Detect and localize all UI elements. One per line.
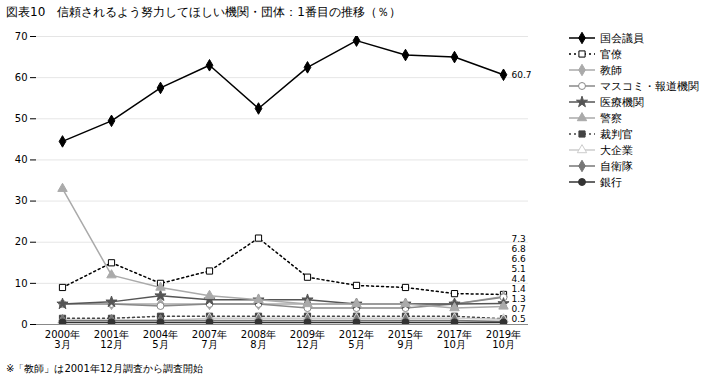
svg-text:2007年7月: 2007年7月 bbox=[192, 329, 227, 350]
html-text:マスコミ・報道機関: マスコミ・報道機関 bbox=[600, 79, 699, 93]
svg-text:50: 50 bbox=[15, 113, 28, 124]
html-text:裁判官: 裁判官 bbox=[600, 127, 633, 141]
svg-text:2000年3月: 2000年3月 bbox=[45, 329, 80, 350]
svg-text:20: 20 bbox=[15, 236, 28, 247]
html-text:※「教師」は2001年12月調査から調査開始: ※「教師」は2001年12月調査から調査開始 bbox=[6, 363, 203, 374]
html-text:銀行: 銀行 bbox=[600, 175, 622, 189]
svg-text:10: 10 bbox=[15, 278, 28, 289]
svg-text:2004年5月: 2004年5月 bbox=[143, 329, 178, 350]
svg-text:2008年8月: 2008年8月 bbox=[241, 329, 276, 350]
svg-text:6.8: 6.8 bbox=[512, 244, 527, 254]
svg-text:2012年5月: 2012年5月 bbox=[339, 329, 374, 350]
svg-text:5.1: 5.1 bbox=[512, 264, 526, 274]
html-text:教師: 教師 bbox=[600, 63, 622, 77]
svg-text:6.6: 6.6 bbox=[512, 254, 527, 264]
svg-text:1.4: 1.4 bbox=[512, 284, 527, 294]
svg-text:1.3: 1.3 bbox=[512, 294, 526, 304]
svg-text:7.3: 7.3 bbox=[512, 234, 526, 244]
html-text:医療機関: 医療機関 bbox=[600, 95, 644, 109]
svg-text:2009年12月: 2009年12月 bbox=[290, 329, 325, 350]
html-text:大企業: 大企業 bbox=[600, 143, 633, 157]
svg-text:60: 60 bbox=[15, 72, 28, 83]
html-text:国会議員: 国会議員 bbox=[600, 31, 644, 45]
svg-text:0: 0 bbox=[21, 319, 27, 330]
svg-text:2019年10月: 2019年10月 bbox=[486, 329, 521, 350]
svg-text:40: 40 bbox=[15, 154, 28, 165]
svg-text:2015年9月: 2015年9月 bbox=[388, 329, 423, 350]
svg-text:2017年10月: 2017年10月 bbox=[437, 329, 472, 350]
html-text:図表10 信頼されるよう努力してほしい機関・団体：1番目の推: 図表10 信頼されるよう努力してほしい機関・団体：1番目の推移（％） bbox=[6, 5, 401, 19]
svg-text:70: 70 bbox=[15, 31, 28, 42]
svg-text:2001年12月: 2001年12月 bbox=[94, 329, 129, 350]
svg-text:0.7: 0.7 bbox=[512, 304, 526, 314]
html-text:官僚: 官僚 bbox=[600, 47, 622, 61]
svg-text:0.5: 0.5 bbox=[512, 314, 526, 324]
html-text:警察: 警察 bbox=[600, 111, 622, 125]
svg-text:4.4: 4.4 bbox=[512, 274, 527, 284]
svg-text:30: 30 bbox=[15, 195, 28, 206]
svg-text:60.7: 60.7 bbox=[512, 70, 532, 80]
html-text:自衛隊: 自衛隊 bbox=[600, 159, 633, 173]
